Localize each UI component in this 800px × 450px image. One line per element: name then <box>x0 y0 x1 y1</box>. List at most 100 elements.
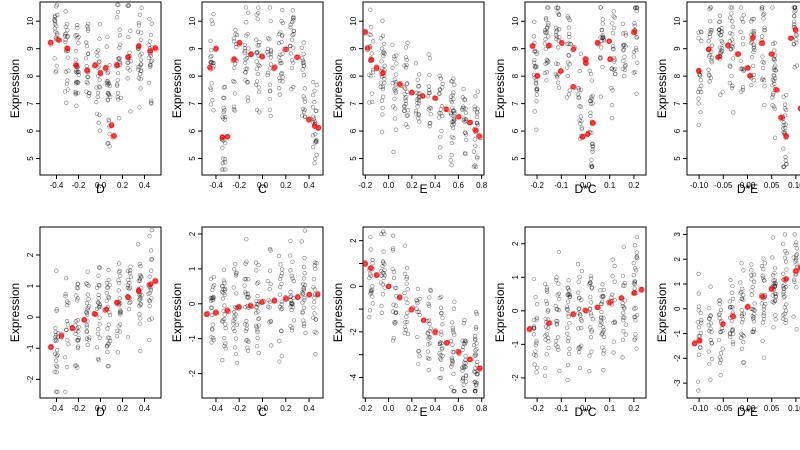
observed-point <box>301 318 306 323</box>
observed-point <box>234 360 240 365</box>
observed-point <box>623 31 628 36</box>
observed-point <box>622 42 627 48</box>
x-axis-title: D*E <box>737 182 758 196</box>
observed-point <box>220 161 225 166</box>
observed-point <box>53 351 58 356</box>
observed-point <box>291 16 296 21</box>
observed-point <box>370 287 375 292</box>
observed-point <box>302 96 307 101</box>
observed-point <box>55 389 60 394</box>
observed-point <box>622 280 628 286</box>
observed-point <box>760 338 765 343</box>
observed-point <box>698 73 703 78</box>
y-tick-label: -2 <box>188 369 197 377</box>
observed-point <box>402 108 407 113</box>
observed-point <box>632 315 637 320</box>
observed-point <box>54 370 59 375</box>
observed-point <box>554 34 560 39</box>
observed-point <box>473 94 478 99</box>
observed-point <box>76 281 81 286</box>
observed-point <box>312 260 318 265</box>
observed-point <box>708 27 713 33</box>
observed-point <box>209 47 214 53</box>
observed-point <box>575 262 581 267</box>
observed-point <box>771 273 776 278</box>
observed-point <box>793 259 798 264</box>
fitted-point <box>607 300 614 306</box>
observed-point <box>125 60 130 66</box>
observed-point <box>463 116 469 122</box>
observed-point <box>598 322 603 328</box>
y-tick-label: 0 <box>188 301 197 306</box>
x-tick-label: -0.05 <box>714 181 733 190</box>
observed-point <box>730 327 735 333</box>
observed-point <box>631 260 636 266</box>
x-tick-label: -0.2 <box>232 404 246 413</box>
observed-point <box>84 322 89 328</box>
observed-point <box>125 268 131 274</box>
observed-point <box>452 117 457 123</box>
observed-point <box>782 106 788 111</box>
observed-point <box>740 286 745 291</box>
observed-point <box>66 300 71 306</box>
fitted-point <box>773 86 779 92</box>
observed-point <box>382 51 387 56</box>
observed-point <box>74 32 80 38</box>
observed-point <box>256 316 261 322</box>
observed-point <box>425 331 431 336</box>
x-tick-label: 0.05 <box>764 404 780 413</box>
observed-point <box>728 64 733 69</box>
observed-point <box>393 90 398 95</box>
observed-point <box>73 33 78 38</box>
observed-point <box>555 61 561 67</box>
observed-point <box>276 86 282 91</box>
observed-point <box>107 63 112 68</box>
observed-point <box>451 119 457 124</box>
observed-point <box>717 297 722 303</box>
observed-point <box>621 310 626 315</box>
observed-point <box>231 107 236 112</box>
observed-point <box>381 49 386 54</box>
observed-point <box>599 315 604 321</box>
observed-point <box>76 69 81 75</box>
observed-point <box>544 301 550 306</box>
fitted-point <box>294 54 300 60</box>
observed-point <box>751 31 756 36</box>
observed-point <box>598 288 603 293</box>
x-axis-title: D*C <box>574 405 596 419</box>
observed-point <box>565 41 570 47</box>
observed-point <box>738 335 744 341</box>
observed-point <box>450 79 455 84</box>
observed-point <box>707 306 712 311</box>
observed-point <box>234 270 239 275</box>
observed-point <box>473 348 478 353</box>
observed-point <box>544 30 550 35</box>
observed-point <box>709 43 715 48</box>
observed-point <box>566 25 572 30</box>
observed-point <box>302 271 307 276</box>
observed-point <box>299 45 304 50</box>
observed-point <box>96 357 101 363</box>
observed-point <box>601 35 606 40</box>
fitted-point <box>111 133 118 139</box>
observed-point <box>772 76 778 81</box>
observed-point <box>104 80 110 86</box>
observed-point <box>730 56 736 61</box>
observed-point <box>64 303 70 308</box>
fitted-point <box>136 287 142 293</box>
observed-point <box>221 105 226 111</box>
observed-point <box>762 278 767 283</box>
observed-point <box>393 80 398 85</box>
observed-point <box>223 341 228 346</box>
observed-point <box>718 50 723 55</box>
observed-point <box>280 20 285 26</box>
observed-point <box>784 92 789 98</box>
observed-point <box>772 277 778 283</box>
observed-point <box>566 52 571 58</box>
observed-point <box>590 164 595 169</box>
observed-point <box>590 141 595 147</box>
observed-point <box>380 264 385 269</box>
fitted-point <box>125 53 131 60</box>
observed-point <box>437 341 443 347</box>
x-tick-label: 0.6 <box>453 181 465 190</box>
